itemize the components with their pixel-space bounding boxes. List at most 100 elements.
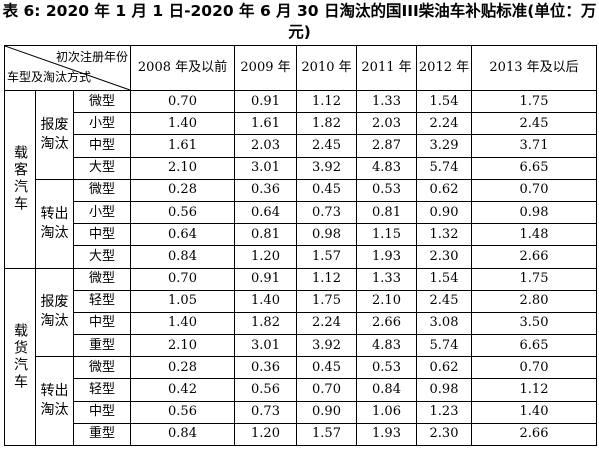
vehicle-size-cell: 微型 [72, 356, 132, 380]
subsidy-value-cell: 0.53 [356, 178, 418, 202]
year-header: 2012 年 [416, 45, 473, 91]
vehicle-size-cell: 中型 [72, 134, 132, 158]
subsidy-value-cell: 1.61 [130, 134, 236, 158]
subsidy-value-cell: 0.70 [471, 356, 598, 380]
table-row: 小型 0.56 0.64 0.73 0.81 0.90 0.98 [5, 200, 598, 225]
subsidy-value-cell: 0.98 [416, 378, 473, 402]
subsidy-value-cell: 1.33 [356, 89, 418, 114]
subsidy-value-cell: 1.75 [296, 289, 358, 313]
vehicle-size-cell: 小型 [72, 112, 132, 136]
vehicle-size-cell: 微型 [72, 89, 132, 114]
table-row: 载客汽车 报废淘汰 微型 0.70 0.91 1.12 1.33 1.54 1.75 [4, 89, 598, 269]
disposal-method-cell: 转出淘汰 [35, 178, 74, 269]
corner-label-year: 初次注册年份 [56, 50, 129, 64]
subsidy-value-cell: 0.28 [130, 178, 236, 202]
table-row: 中型 1.40 1.82 2.24 2.66 3.08 3.50 [5, 311, 598, 336]
subsidy-value-cell: 1.40 [130, 112, 236, 136]
table-row: 小型 1.40 1.61 1.82 2.03 2.24 2.45 [5, 112, 598, 136]
table-row: 中型 0.64 0.81 0.98 1.15 1.32 1.48 [5, 223, 598, 247]
subsidy-value-cell: 1.57 [296, 245, 358, 269]
year-header: 2008 年及以前 [130, 45, 236, 91]
subsidy-value-cell: 4.83 [356, 334, 418, 358]
subsidy-value-cell: 2.03 [356, 112, 418, 136]
subsidy-value-cell: 0.98 [296, 223, 358, 247]
subsidy-value-cell: 0.53 [356, 356, 418, 380]
subsidy-value-cell: 0.36 [234, 356, 298, 380]
disposal-method-cell: 报废淘汰 [35, 90, 74, 180]
subsidy-value-cell: 0.62 [416, 178, 473, 202]
subsidy-value-cell: 2.10 [130, 156, 236, 180]
table-row: 载货汽车 报废淘汰 微型 0.70 0.91 1.12 1.33 1.54 1.75 [4, 267, 598, 446]
subsidy-value-cell: 2.10 [356, 289, 418, 313]
disposal-method-cell: 报废淘汰 [35, 267, 74, 358]
subsidy-value-cell: 0.62 [416, 356, 473, 380]
table-title: 表 6: 2020 年 1 月 1 日-2020 年 6 月 30 日淘汰的国I… [2, 2, 597, 41]
subsidy-value-cell: 2.66 [471, 245, 598, 269]
year-header: 2013 年及以后 [471, 45, 598, 91]
subsidy-value-cell: 3.71 [471, 134, 598, 158]
subsidy-value-cell: 2.45 [416, 289, 473, 313]
subsidy-value-cell: 2.45 [471, 112, 598, 136]
subsidy-value-cell: 1.40 [234, 289, 298, 313]
subsidy-value-cell: 1.12 [471, 378, 598, 402]
vehicle-category-cell: 载客汽车 [4, 90, 36, 269]
subsidy-value-cell: 1.48 [471, 223, 598, 247]
subsidy-value-cell: 1.54 [416, 89, 473, 114]
subsidy-value-cell: 0.56 [130, 200, 236, 225]
subsidy-value-cell: 2.66 [471, 422, 598, 447]
subsidy-table: 初次注册年份 车型及淘汰方式 2008 年及以前 2009 年 2010 年 2… [3, 45, 598, 447]
subsidy-value-cell: 1.20 [234, 422, 298, 447]
table-row: 中型 0.56 0.73 0.90 1.06 1.23 1.40 [5, 400, 598, 424]
subsidy-value-cell: 1.82 [296, 112, 358, 136]
subsidy-value-cell: 3.01 [234, 334, 298, 358]
subsidy-value-cell: 0.56 [234, 378, 298, 402]
subsidy-value-cell: 1.32 [416, 223, 473, 247]
table-row: 重型 2.10 3.01 3.92 4.83 5.74 6.65 [5, 334, 598, 358]
subsidy-value-cell: 5.74 [416, 334, 473, 358]
subsidy-value-cell: 3.92 [296, 334, 358, 358]
subsidy-value-cell: 0.70 [471, 178, 598, 202]
subsidy-value-cell: 2.30 [416, 422, 473, 447]
vehicle-size-cell: 大型 [72, 156, 132, 180]
subsidy-value-cell: 2.03 [234, 134, 298, 158]
corner-label-type: 车型及淘汰方式 [7, 70, 92, 84]
subsidy-value-cell: 2.30 [416, 245, 473, 269]
table-row: 中型 1.61 2.03 2.45 2.87 3.29 3.71 [5, 134, 598, 158]
subsidy-value-cell: 0.70 [130, 89, 236, 114]
subsidy-value-cell: 0.45 [296, 356, 358, 380]
vehicle-size-cell: 中型 [72, 400, 132, 424]
subsidy-value-cell: 3.29 [416, 134, 473, 158]
subsidy-value-cell: 4.83 [356, 156, 418, 180]
vehicle-size-cell: 微型 [72, 178, 132, 202]
subsidy-value-cell: 0.70 [296, 378, 358, 402]
year-header: 2011 年 [356, 45, 418, 91]
subsidy-value-cell: 2.24 [416, 112, 473, 136]
subsidy-value-cell: 0.84 [130, 245, 236, 269]
subsidy-value-cell: 1.40 [471, 400, 598, 424]
subsidy-value-cell: 1.75 [471, 89, 598, 114]
subsidy-value-cell: 1.06 [356, 400, 418, 424]
subsidy-value-cell: 1.12 [296, 267, 358, 291]
subsidy-value-cell: 2.10 [130, 334, 236, 358]
subsidy-value-cell: 0.84 [356, 378, 418, 402]
subsidy-value-cell: 0.64 [130, 223, 236, 247]
subsidy-value-cell: 1.20 [234, 245, 298, 269]
header-row: 初次注册年份 车型及淘汰方式 2008 年及以前 2009 年 2010 年 2… [3, 45, 598, 91]
subsidy-value-cell: 0.45 [296, 178, 358, 202]
subsidy-value-cell: 1.40 [130, 311, 236, 336]
subsidy-value-cell: 2.80 [471, 289, 598, 313]
disposal-method-cell: 转出淘汰 [35, 356, 74, 446]
table-row: 转出淘汰 微型 0.28 0.36 0.45 0.53 0.62 0.70 [5, 178, 598, 269]
subsidy-value-cell: 1.12 [296, 89, 358, 114]
subsidy-value-cell: 2.45 [296, 134, 358, 158]
vehicle-size-cell: 重型 [72, 422, 132, 447]
subsidy-value-cell: 1.82 [234, 311, 298, 336]
vehicle-size-cell: 轻型 [72, 289, 132, 313]
table-row: 转出淘汰 微型 0.28 0.36 0.45 0.53 0.62 0.70 [5, 356, 598, 446]
subsidy-value-cell: 6.65 [471, 334, 598, 358]
subsidy-value-cell: 1.57 [296, 422, 358, 447]
subsidy-value-cell: 1.33 [356, 267, 418, 291]
subsidy-value-cell: 0.84 [130, 422, 236, 447]
table-row: 轻型 0.42 0.56 0.70 0.84 0.98 1.12 [5, 378, 598, 402]
subsidy-value-cell: 0.91 [234, 89, 298, 114]
